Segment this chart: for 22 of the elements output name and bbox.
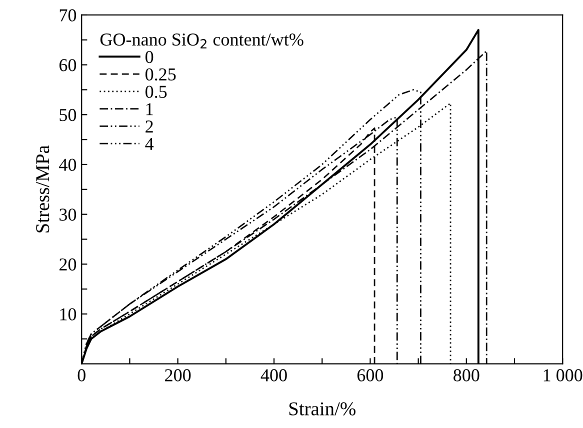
y-tick-label: 10 <box>60 308 76 320</box>
x-tick-label: 400 <box>260 369 287 382</box>
x-tick-label: 800 <box>454 369 480 382</box>
x-tick-label: 600 <box>357 369 384 382</box>
y-tick-label: 60 <box>59 59 76 72</box>
x-tick-label: 200 <box>165 369 191 382</box>
legend-title: GO-nano SiO$_{2}$ content/wt% <box>100 33 304 48</box>
y-axis-title: Stress/MPa <box>36 145 50 232</box>
y-tick-label: 70 <box>60 9 76 22</box>
y-tick-label: 50 <box>60 108 76 122</box>
x-tick-label: 1 000 <box>544 369 582 382</box>
x-axis-title: Strain/% <box>289 402 356 416</box>
legend-label: 0.25 <box>146 68 176 81</box>
legend-label: 0.5 <box>146 86 167 98</box>
y-tick-label: 20 <box>59 258 76 271</box>
x-tick-label: 0 <box>78 369 86 382</box>
legend-label: 1 <box>146 103 153 116</box>
legend-label: 0 <box>146 50 154 64</box>
y-tick-label: 30 <box>60 208 76 221</box>
legend-label: 2 <box>146 120 153 132</box>
y-tick-label: 40 <box>59 158 76 171</box>
legend-label: 4 <box>145 138 154 150</box>
